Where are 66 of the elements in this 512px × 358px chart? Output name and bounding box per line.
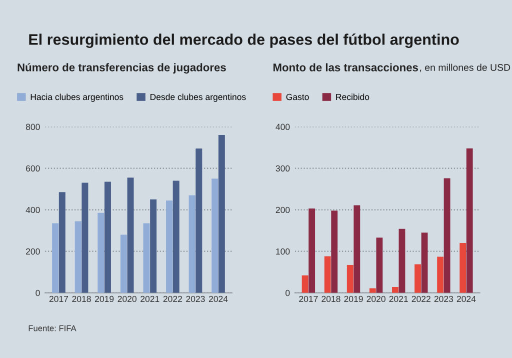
- y-tick-label: 400: [276, 124, 290, 130]
- x-tick-label: 2020: [118, 296, 136, 302]
- y-tick-label: 600: [26, 165, 40, 172]
- chart-subtitle: , en millones de USD: [420, 64, 510, 72]
- y-tick-label: 200: [26, 248, 40, 255]
- bar: [196, 148, 202, 293]
- text: El resurgimiento del mercado de pases del fútbol argentino: [29, 34, 459, 48]
- legend-label: Recibido: [336, 94, 370, 100]
- x-tick-label: 2017: [49, 296, 68, 302]
- bar: [218, 135, 225, 293]
- bar: [376, 238, 383, 293]
- y-tick-label: 300: [276, 165, 290, 172]
- x-tick-label: 2024: [456, 296, 476, 302]
- bar: [421, 232, 428, 293]
- bar: [74, 221, 82, 293]
- bar: [308, 208, 316, 293]
- y-tick-label: 100: [276, 248, 290, 255]
- x-tick-label: 2019: [95, 296, 114, 302]
- y-tick-label: 400: [26, 206, 40, 214]
- x-tick-label: 2022: [412, 296, 430, 302]
- bar: [143, 223, 150, 293]
- x-tick-label: 2022: [163, 296, 182, 302]
- bar: [466, 148, 473, 293]
- bar: [52, 223, 59, 293]
- bar: [460, 243, 466, 293]
- bar: [104, 182, 111, 293]
- bar: [302, 275, 308, 293]
- x-tick-label: 2020: [366, 296, 386, 302]
- x-tick-label: 2021: [140, 296, 160, 302]
- bar: [346, 265, 354, 293]
- x-tick-label: 2018: [322, 296, 340, 302]
- bar: [354, 205, 360, 293]
- x-tick-label: 2021: [389, 296, 408, 302]
- x-tick-label: 2023: [434, 296, 454, 302]
- y-tick-label: 0: [36, 290, 40, 296]
- source-note: Fuente: FIFA: [28, 325, 76, 332]
- bar: [58, 192, 66, 293]
- bar: [414, 264, 421, 293]
- bar: [120, 234, 127, 293]
- x-tick-label: 2017: [299, 296, 318, 302]
- bar: [172, 180, 180, 293]
- x-tick-label: 2019: [344, 296, 363, 302]
- bar: [392, 287, 398, 293]
- y-tick-label: 0: [286, 290, 290, 296]
- legend-label: Hacia clubes argentinos: [30, 94, 124, 102]
- x-tick-label: 2023: [186, 296, 205, 302]
- bar: [188, 195, 196, 293]
- bar: [444, 178, 450, 293]
- bar: [398, 228, 406, 293]
- y-tick-label: 800: [26, 124, 40, 130]
- y-tick-label: 200: [276, 206, 290, 214]
- x-tick-label: 2018: [72, 296, 91, 302]
- bar: [127, 178, 134, 293]
- legend-label: Desde clubes argentinos: [150, 94, 246, 102]
- x-tick-label: 2024: [208, 296, 228, 302]
- chart-title: Monto de las transacciones: [273, 63, 418, 72]
- bar: [98, 212, 104, 293]
- bar: [212, 178, 218, 293]
- bar: [324, 256, 331, 293]
- bar: [331, 210, 338, 293]
- bar: [150, 199, 157, 293]
- bar: [82, 182, 88, 293]
- legend-label: Gasto: [286, 94, 309, 100]
- bar: [437, 256, 444, 293]
- bar: [166, 200, 173, 293]
- chart-title: Número de transferencias de jugadores: [18, 63, 226, 74]
